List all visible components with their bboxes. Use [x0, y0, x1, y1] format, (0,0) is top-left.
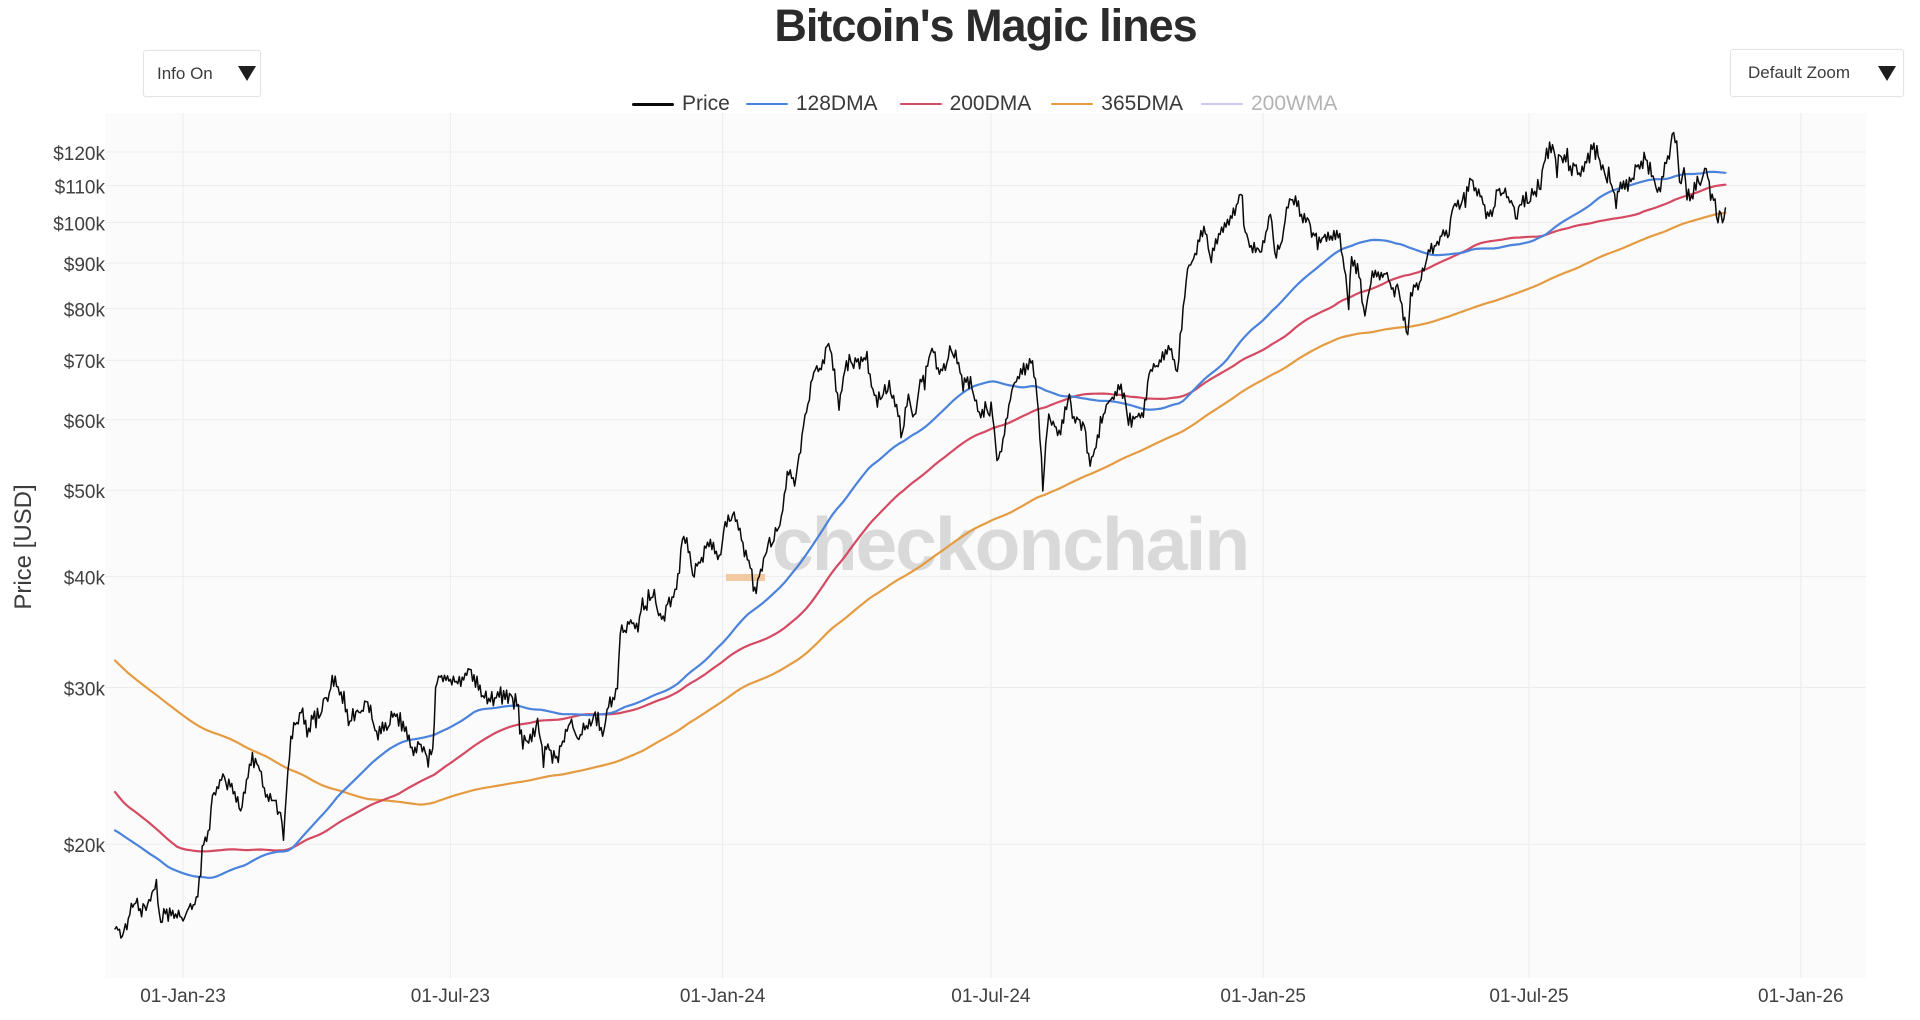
svg-text:$70k: $70k — [64, 352, 106, 373]
svg-text:$120k: $120k — [53, 144, 105, 165]
svg-text:$50k: $50k — [64, 482, 106, 503]
svg-text:$80k: $80k — [64, 301, 106, 322]
svg-text:$20k: $20k — [64, 836, 106, 857]
svg-text:01-Jan-26: 01-Jan-26 — [1758, 986, 1844, 1007]
svg-text:$60k: $60k — [64, 412, 106, 433]
svg-text:$90k: $90k — [64, 255, 106, 276]
svg-text:Price [USD]: Price [USD] — [10, 484, 37, 609]
svg-text:checkonchain: checkonchain — [772, 502, 1248, 586]
svg-text:01-Jul-25: 01-Jul-25 — [1489, 986, 1568, 1007]
svg-text:$30k: $30k — [64, 680, 106, 701]
svg-text:$40k: $40k — [64, 568, 106, 589]
svg-text:$110k: $110k — [55, 178, 106, 199]
svg-text:$100k: $100k — [53, 214, 105, 235]
svg-text:01-Jul-23: 01-Jul-23 — [411, 986, 490, 1007]
svg-text:01-Jan-24: 01-Jan-24 — [680, 986, 766, 1007]
svg-text:01-Jan-23: 01-Jan-23 — [140, 986, 226, 1007]
svg-text:01-Jan-25: 01-Jan-25 — [1220, 986, 1306, 1007]
svg-text:01-Jul-24: 01-Jul-24 — [951, 986, 1031, 1007]
